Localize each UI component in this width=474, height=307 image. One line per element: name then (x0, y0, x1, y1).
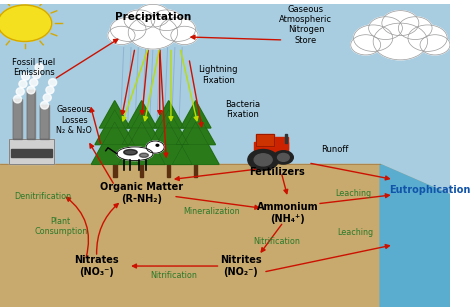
Text: Precipitation: Precipitation (115, 12, 191, 22)
Ellipse shape (43, 94, 51, 101)
Text: Leaching: Leaching (337, 228, 374, 237)
Polygon shape (0, 164, 450, 307)
Polygon shape (118, 122, 165, 164)
Circle shape (171, 26, 198, 45)
Ellipse shape (13, 95, 22, 103)
Bar (285, 134, 287, 143)
Ellipse shape (139, 153, 148, 157)
Text: Gaseous
Atmospheric
Nitrogen
Store: Gaseous Atmospheric Nitrogen Store (279, 5, 332, 45)
Text: Denitrification: Denitrification (14, 192, 71, 201)
Text: Gaseous
Losses
N₂ & N₂O: Gaseous Losses N₂ & N₂O (56, 106, 92, 135)
Text: Nitrification: Nitrification (253, 237, 300, 246)
Polygon shape (149, 110, 189, 145)
Circle shape (273, 151, 293, 164)
Polygon shape (100, 101, 130, 128)
Ellipse shape (46, 86, 54, 94)
Ellipse shape (117, 147, 153, 161)
Text: Bacteria
Fixation: Bacteria Fixation (225, 100, 261, 119)
Text: Leaching: Leaching (335, 189, 371, 198)
Circle shape (398, 17, 432, 40)
Polygon shape (172, 122, 219, 164)
Circle shape (278, 154, 289, 161)
Text: Runoff: Runoff (321, 145, 349, 154)
Bar (274, 137, 288, 149)
Circle shape (146, 141, 164, 153)
Circle shape (351, 35, 381, 55)
Polygon shape (122, 110, 162, 145)
Bar (167, 164, 171, 177)
Circle shape (156, 144, 159, 146)
Circle shape (110, 17, 146, 41)
Ellipse shape (35, 64, 43, 71)
Circle shape (254, 154, 272, 166)
Polygon shape (154, 101, 184, 128)
Circle shape (248, 150, 278, 170)
Polygon shape (127, 101, 157, 128)
Circle shape (151, 10, 182, 31)
Circle shape (408, 25, 447, 51)
Circle shape (128, 16, 178, 49)
Text: Nitrites
(NO₂⁻): Nitrites (NO₂⁻) (220, 255, 262, 277)
Ellipse shape (22, 72, 30, 80)
Polygon shape (176, 110, 216, 145)
Ellipse shape (32, 71, 40, 79)
Bar (9, 138, 54, 164)
Text: Organic Matter
(R-NH₂): Organic Matter (R-NH₂) (100, 182, 183, 204)
Circle shape (373, 23, 428, 60)
Bar (256, 134, 274, 146)
Text: Eutrophication: Eutrophication (389, 185, 470, 195)
Ellipse shape (16, 88, 24, 95)
Ellipse shape (40, 101, 48, 109)
Ellipse shape (30, 79, 38, 86)
Circle shape (354, 25, 393, 51)
Bar (194, 164, 198, 177)
Text: Mineralization: Mineralization (183, 207, 240, 216)
Polygon shape (380, 164, 450, 307)
Circle shape (0, 5, 52, 41)
Bar (27, 90, 35, 138)
Text: Nitrates
(NO₃⁻): Nitrates (NO₃⁻) (74, 255, 119, 277)
Polygon shape (181, 101, 211, 128)
Ellipse shape (48, 79, 57, 86)
Circle shape (108, 26, 135, 45)
Polygon shape (91, 122, 138, 164)
Text: Nitrification: Nitrification (150, 271, 197, 280)
Ellipse shape (27, 86, 35, 94)
Bar (9, 138, 54, 164)
Circle shape (382, 11, 419, 36)
Circle shape (420, 35, 450, 55)
Bar (254, 142, 288, 158)
Text: Ammonium
(NH₄⁺): Ammonium (NH₄⁺) (257, 202, 319, 224)
Circle shape (124, 10, 155, 31)
Bar (27, 90, 35, 138)
Polygon shape (95, 110, 135, 145)
Text: Fossil Fuel
Emissions: Fossil Fuel Emissions (12, 58, 55, 77)
Text: Fertilizers: Fertilizers (249, 167, 304, 177)
Bar (13, 99, 22, 138)
Ellipse shape (19, 80, 27, 88)
Circle shape (369, 17, 402, 40)
Bar (40, 105, 48, 138)
Circle shape (160, 17, 195, 41)
Bar (40, 105, 48, 138)
Bar (11, 149, 52, 157)
Bar (113, 164, 117, 177)
Text: Lightning
Fixation: Lightning Fixation (199, 65, 238, 84)
Polygon shape (146, 122, 192, 164)
Circle shape (136, 4, 170, 27)
Text: Plant
Consumption: Plant Consumption (34, 217, 87, 236)
Ellipse shape (124, 150, 137, 155)
Bar (140, 164, 144, 177)
Bar (256, 134, 274, 146)
Bar (13, 99, 22, 138)
